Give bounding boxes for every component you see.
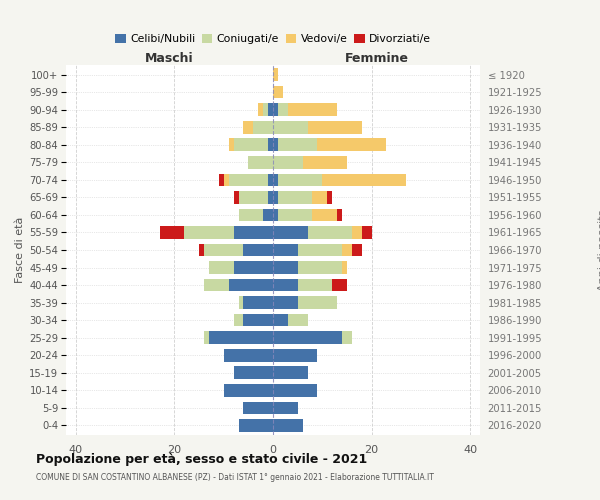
Bar: [233, 226, 273, 239]
Bar: [233, 314, 244, 326]
Bar: [332, 279, 347, 291]
Bar: [268, 174, 273, 186]
Bar: [268, 104, 273, 116]
Bar: [273, 174, 278, 186]
Legend: Celibi/Nubili, Coniugati/e, Vedovi/e, Divorziati/e: Celibi/Nubili, Coniugati/e, Vedovi/e, Di…: [110, 30, 436, 48]
Y-axis label: Anni di nascita: Anni di nascita: [598, 209, 600, 291]
Bar: [273, 384, 317, 396]
Bar: [233, 191, 239, 203]
Bar: [327, 191, 332, 203]
Bar: [298, 279, 332, 291]
Bar: [352, 226, 362, 239]
Bar: [337, 208, 342, 221]
Bar: [244, 121, 253, 134]
Bar: [313, 208, 337, 221]
Bar: [253, 121, 273, 134]
Text: COMUNE DI SAN COSTANTINO ALBANESE (PZ) - Dati ISTAT 1° gennaio 2021 - Elaborazio: COMUNE DI SAN COSTANTINO ALBANESE (PZ) -…: [36, 472, 434, 482]
Y-axis label: Fasce di età: Fasce di età: [15, 217, 25, 283]
Bar: [273, 244, 298, 256]
Bar: [233, 261, 273, 274]
Bar: [273, 314, 288, 326]
Bar: [288, 104, 337, 116]
Bar: [233, 138, 268, 151]
Bar: [273, 68, 278, 81]
Bar: [273, 191, 278, 203]
Bar: [273, 156, 302, 168]
Bar: [278, 191, 313, 203]
Bar: [239, 296, 244, 309]
Bar: [298, 244, 342, 256]
Bar: [239, 191, 268, 203]
Bar: [229, 279, 273, 291]
Bar: [229, 138, 233, 151]
Text: Maschi: Maschi: [145, 52, 194, 65]
Bar: [224, 384, 273, 396]
Bar: [322, 174, 406, 186]
Bar: [233, 366, 273, 379]
Bar: [263, 208, 273, 221]
Text: Femmine: Femmine: [344, 52, 409, 65]
Bar: [273, 208, 278, 221]
Bar: [268, 191, 273, 203]
Bar: [204, 332, 209, 344]
Bar: [313, 191, 327, 203]
Bar: [362, 226, 371, 239]
Bar: [278, 208, 313, 221]
Bar: [273, 261, 298, 274]
Bar: [224, 174, 229, 186]
Bar: [248, 156, 273, 168]
Bar: [263, 104, 268, 116]
Bar: [273, 121, 308, 134]
Bar: [298, 261, 342, 274]
Bar: [244, 402, 273, 414]
Bar: [204, 244, 244, 256]
Bar: [273, 402, 298, 414]
Bar: [298, 296, 337, 309]
Bar: [273, 366, 308, 379]
Text: Popolazione per età, sesso e stato civile - 2021: Popolazione per età, sesso e stato civil…: [36, 452, 367, 466]
Bar: [273, 419, 302, 432]
Bar: [244, 296, 273, 309]
Bar: [209, 332, 273, 344]
Bar: [239, 419, 273, 432]
Bar: [308, 121, 362, 134]
Bar: [268, 138, 273, 151]
Bar: [219, 174, 224, 186]
Bar: [278, 174, 322, 186]
Bar: [278, 138, 317, 151]
Bar: [273, 349, 317, 362]
Bar: [273, 332, 342, 344]
Bar: [244, 244, 273, 256]
Bar: [342, 261, 347, 274]
Bar: [308, 226, 352, 239]
Bar: [288, 314, 308, 326]
Bar: [273, 104, 278, 116]
Bar: [352, 244, 362, 256]
Bar: [302, 156, 347, 168]
Bar: [160, 226, 184, 239]
Bar: [342, 332, 352, 344]
Bar: [209, 261, 233, 274]
Bar: [229, 174, 268, 186]
Bar: [317, 138, 386, 151]
Bar: [273, 138, 278, 151]
Bar: [184, 226, 233, 239]
Bar: [258, 104, 263, 116]
Bar: [278, 104, 288, 116]
Bar: [204, 279, 229, 291]
Bar: [342, 244, 352, 256]
Bar: [273, 296, 298, 309]
Bar: [224, 349, 273, 362]
Bar: [273, 226, 308, 239]
Bar: [273, 279, 298, 291]
Bar: [244, 314, 273, 326]
Bar: [273, 86, 283, 99]
Bar: [239, 208, 263, 221]
Bar: [199, 244, 204, 256]
